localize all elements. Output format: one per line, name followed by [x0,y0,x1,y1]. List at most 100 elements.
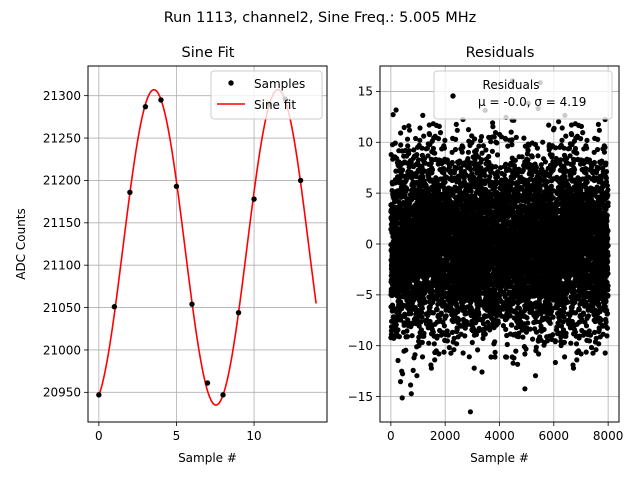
sample-point [251,196,257,202]
residual-point [389,302,396,308]
residual-point [436,351,442,357]
legend-sine-fit-label: Sine fit [254,98,296,112]
residual-point [479,369,485,375]
residual-point [412,352,418,358]
residual-point [419,354,426,360]
residual-point [449,159,455,166]
residual-point [475,347,481,353]
residual-point [428,365,434,371]
residual-point [404,334,410,340]
residual-point [434,307,440,313]
l-x-tick-label: 0 [95,429,103,443]
residual-point [406,127,413,133]
sine-fit-grid [88,66,327,422]
residual-point [456,317,462,323]
residual-point [430,145,436,152]
residual-point [403,347,409,353]
sample-point [297,177,304,184]
residual-point [393,107,399,113]
residual-point [462,333,468,339]
residual-point [479,157,485,163]
residual-point [417,125,423,131]
residual-point [441,166,447,172]
residual-point [459,149,465,155]
residual-point [408,159,414,165]
residual-point [466,354,472,360]
residual-point [520,334,526,340]
l-y-tick-label: 21050 [43,301,81,315]
l-y-tick-label: 21300 [43,89,81,103]
residual-point [435,136,442,142]
residual-point [390,112,396,118]
residual-point [426,122,432,128]
residual-point [453,136,459,142]
sample-point [96,392,102,398]
residual-point [425,153,431,159]
residual-point [419,339,425,345]
residual-point [494,140,500,146]
residual-point [391,314,397,320]
residual-point [402,147,408,154]
residual-point [419,309,425,316]
residual-point [393,322,399,328]
residual-point [503,354,510,360]
legend-samples-label: Samples [254,77,305,91]
residual-point [436,123,442,129]
residual-point [417,137,423,143]
residual-point [513,134,519,140]
residual-point [443,313,449,319]
residual-point [416,323,422,329]
residual-point [398,130,404,136]
l-y-tick-label: 21250 [43,131,81,145]
sine-fit-x-axis-label: Sample # [178,451,237,465]
sine-fit-line [98,88,317,406]
residual-point [509,322,515,328]
residual-point [411,147,417,153]
residual-point [441,145,447,151]
residual-point [401,124,407,131]
residual-point [492,339,498,345]
residual-point [395,327,401,333]
residual-point [519,154,525,160]
residual-point [404,136,411,142]
residual-point [442,137,448,143]
residual-point [508,129,514,135]
residual-point [398,142,404,148]
residual-point [408,391,414,397]
residual-point [460,350,466,356]
residual-point [438,310,444,316]
residual-point [460,144,466,150]
residual-point [426,131,433,138]
residual-point [492,349,498,355]
residuals-chart: Residuals 0 2000 4000 6000 8000 −15−10−50510… [348,45,624,465]
sine-fit-legend: Samples Sine fit [210,70,323,120]
residual-point [420,112,426,118]
residual-point [392,140,398,146]
sine-fit-y-axis-label: ADC Counts [14,208,28,280]
residual-point [465,127,472,133]
residual-point [471,365,477,371]
residual-point [482,331,488,337]
residuals-title: Residuals [466,45,535,61]
sample-point [127,189,133,195]
residual-point [444,338,450,344]
residual-point [454,341,460,347]
residual-point [408,311,414,317]
residual-point [436,187,442,193]
residual-point [430,310,436,316]
residual-point [521,135,527,141]
residual-point [476,143,482,149]
residual-point [487,327,493,333]
residual-point [493,164,499,170]
residual-point [491,134,497,140]
residual-point [405,143,411,149]
sample-point [220,392,226,398]
residual-point [406,123,412,129]
residual-point [396,334,402,340]
residual-point [478,134,485,140]
residual-point [419,314,425,320]
residual-point [406,148,412,154]
residual-point [489,148,495,154]
sample-point [111,304,118,310]
sine-fit-chart: Sine Fit 0 5 10 20950210002105021100211502… [14,45,328,465]
